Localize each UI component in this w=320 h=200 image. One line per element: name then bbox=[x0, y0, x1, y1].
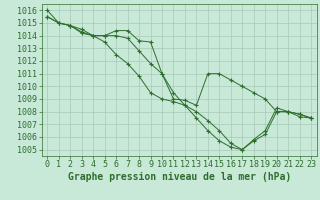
X-axis label: Graphe pression niveau de la mer (hPa): Graphe pression niveau de la mer (hPa) bbox=[68, 172, 291, 182]
